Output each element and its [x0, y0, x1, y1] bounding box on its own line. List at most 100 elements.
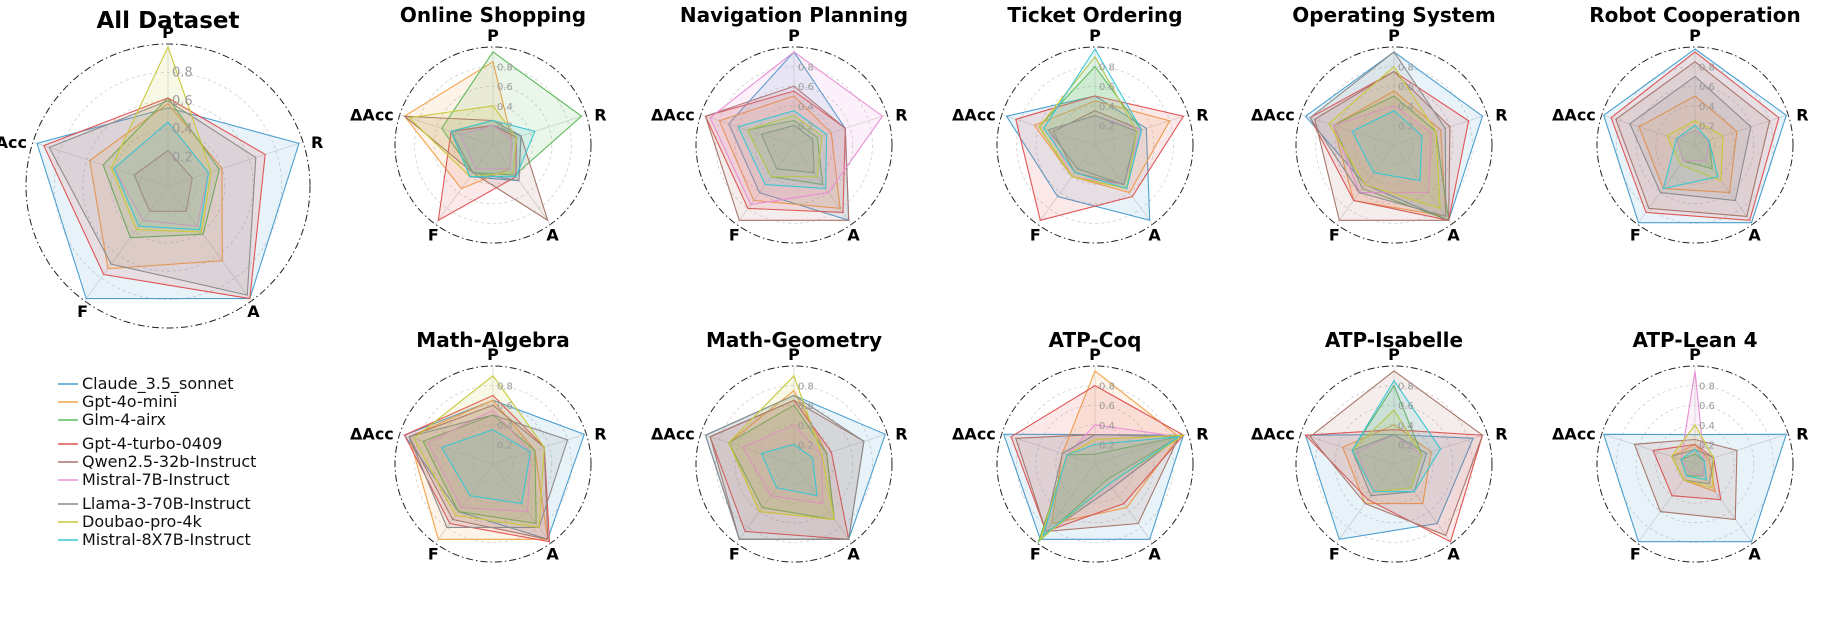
legend-item: Mistral-7B-Instruct: [58, 470, 230, 489]
tick-label: 0.8: [798, 63, 814, 74]
tick-label: 0.2: [798, 121, 814, 132]
axis-label-delta-acc: ΔAcc: [1552, 425, 1596, 444]
series-mistral-8x7b-instruct: [1662, 124, 1719, 190]
grid-spoke: [399, 433, 494, 465]
series-qwen2-5-32b-instruct: [133, 149, 193, 212]
axis-label-f: F: [1630, 225, 1641, 244]
chart-title: Operating System: [1292, 3, 1496, 27]
series-doubao-pro-4k: [110, 45, 212, 233]
grid-spoke: [167, 185, 252, 302]
axis-label-r: R: [311, 133, 323, 152]
grid-spoke: [1694, 114, 1789, 146]
grid-circle: [1655, 424, 1735, 504]
series-mistral-8x7b-instruct: [1680, 448, 1708, 481]
axis-label-p: P: [1689, 26, 1701, 45]
series-doubao-pro-4k: [746, 114, 823, 178]
axis-label-a: A: [847, 544, 860, 563]
radar-chart-all-dataset: All Dataset 0.2 0.4 0.6 0.8 P R A F ΔAcc: [0, 8, 323, 329]
grid-circle: [82, 100, 254, 272]
legend-label: Qwen2.5-32b-Instruct: [82, 452, 256, 471]
axis-label-delta-acc: ΔAcc: [952, 106, 996, 125]
chart-title: Online Shopping: [400, 3, 586, 27]
radar-chart-atp-isabelle: ATP-Isabelle 0.2 0.4 0.6 0.8 P R A F ΔAcc: [1251, 328, 1507, 563]
tick-label: 0.4: [1398, 102, 1414, 113]
series-mistral-8x7b-instruct: [450, 119, 536, 178]
series-doubao-pro-4k: [1039, 434, 1186, 541]
series-claude-3-5-sonnet: [1304, 434, 1475, 540]
axis-label-delta-acc: ΔAcc: [651, 425, 695, 444]
axis-label-p: P: [788, 26, 800, 45]
chart-title: ATP-Lean 4: [1632, 328, 1757, 352]
tick-label: 0.2: [798, 440, 814, 451]
chart-title: All Dataset: [97, 8, 240, 34]
axis-label-f: F: [729, 544, 740, 563]
outer-frame: [394, 365, 592, 563]
series-glm-4-airx: [102, 97, 220, 239]
axis-label-p: P: [1388, 26, 1400, 45]
series-glm-4-airx: [1332, 95, 1450, 222]
tick-label: 0.2: [1398, 440, 1414, 451]
tick-label: 0.6: [1099, 401, 1115, 412]
series-mistral-8x7b-instruct: [1043, 47, 1143, 190]
axis-label-a: A: [1148, 544, 1161, 563]
outer-frame: [996, 46, 1194, 244]
series-glm-4-airx: [746, 119, 824, 186]
series-glm-4-airx: [728, 404, 835, 521]
grid-spoke: [1637, 144, 1696, 225]
outer-frame: [996, 365, 1194, 563]
tick-label: 0.2: [1099, 440, 1115, 451]
axis-label-r: R: [895, 106, 907, 125]
series-gpt-4-turbo-0409: [437, 124, 517, 222]
grid-spoke: [1694, 144, 1753, 225]
outer-frame: [1295, 46, 1493, 244]
legend-label: Claude_3.5_sonnet: [82, 374, 234, 394]
series-mistral-8x7b-instruct: [737, 110, 828, 190]
tick-label: 0.8: [1099, 63, 1115, 74]
axis-label-p: P: [1089, 345, 1101, 364]
grid-spoke: [492, 114, 587, 146]
legend-item: Claude_3.5_sonnet: [58, 374, 234, 394]
axis-label-p: P: [1689, 345, 1701, 364]
outer-frame: [695, 365, 893, 563]
legend-item: Glm-4-airx: [58, 410, 166, 429]
axis-label-delta-acc: ΔAcc: [1552, 106, 1596, 125]
axis-label-delta-acc: ΔAcc: [651, 106, 695, 125]
tick-label: 0.6: [1699, 82, 1715, 93]
chart-title: Math-Geometry: [706, 328, 882, 352]
tick-label: 0.4: [497, 102, 513, 113]
series-qwen2-5-32b-instruct: [704, 85, 850, 221]
axis-label-a: A: [1447, 225, 1460, 244]
series-mistral-8x7b-instruct: [113, 121, 210, 231]
axis-label-a: A: [1148, 225, 1161, 244]
series-llama-3-70b-instruct: [1047, 115, 1138, 186]
chart-title: ATP-Coq: [1049, 328, 1142, 352]
tick-label: 0.8: [1398, 382, 1414, 393]
series-doubao-pro-4k: [1351, 409, 1423, 493]
series-doubao-pro-4k: [1328, 65, 1441, 210]
axis-label-p: P: [1089, 26, 1101, 45]
series-llama-3-70b-instruct: [1629, 75, 1752, 202]
axis-label-a: A: [546, 225, 559, 244]
tick-label: 0.2: [1699, 121, 1715, 132]
outer-frame: [1596, 365, 1794, 563]
axis-label-f: F: [428, 225, 439, 244]
axis-label-f: F: [77, 302, 88, 321]
tick-label: 0.6: [1699, 401, 1715, 412]
axis-label-r: R: [1495, 425, 1507, 444]
legend-item: Qwen2.5-32b-Instruct: [58, 452, 256, 471]
axis-label-p: P: [788, 345, 800, 364]
tick-label: 0.4: [1699, 421, 1715, 432]
legend-label: Mistral-8X7B-Instruct: [82, 530, 251, 549]
chart-title: Robot Cooperation: [1589, 3, 1801, 27]
axis-label-a: A: [847, 225, 860, 244]
grid-spoke: [492, 433, 587, 465]
axis-label-p: P: [487, 345, 499, 364]
series-doubao-pro-4k: [407, 105, 517, 178]
chart-title: Navigation Planning: [680, 3, 908, 27]
tick-label: 0.6: [1398, 401, 1414, 412]
axis-label-r: R: [1796, 106, 1808, 125]
tick-label: 0.2: [172, 151, 193, 166]
grid-spoke: [1694, 433, 1789, 465]
radar-chart-ticket-ordering: Ticket Ordering 0.2 0.4 0.6 0.8 P R A F ΔAcc: [952, 3, 1208, 244]
tick-label: 0.2: [497, 440, 513, 451]
